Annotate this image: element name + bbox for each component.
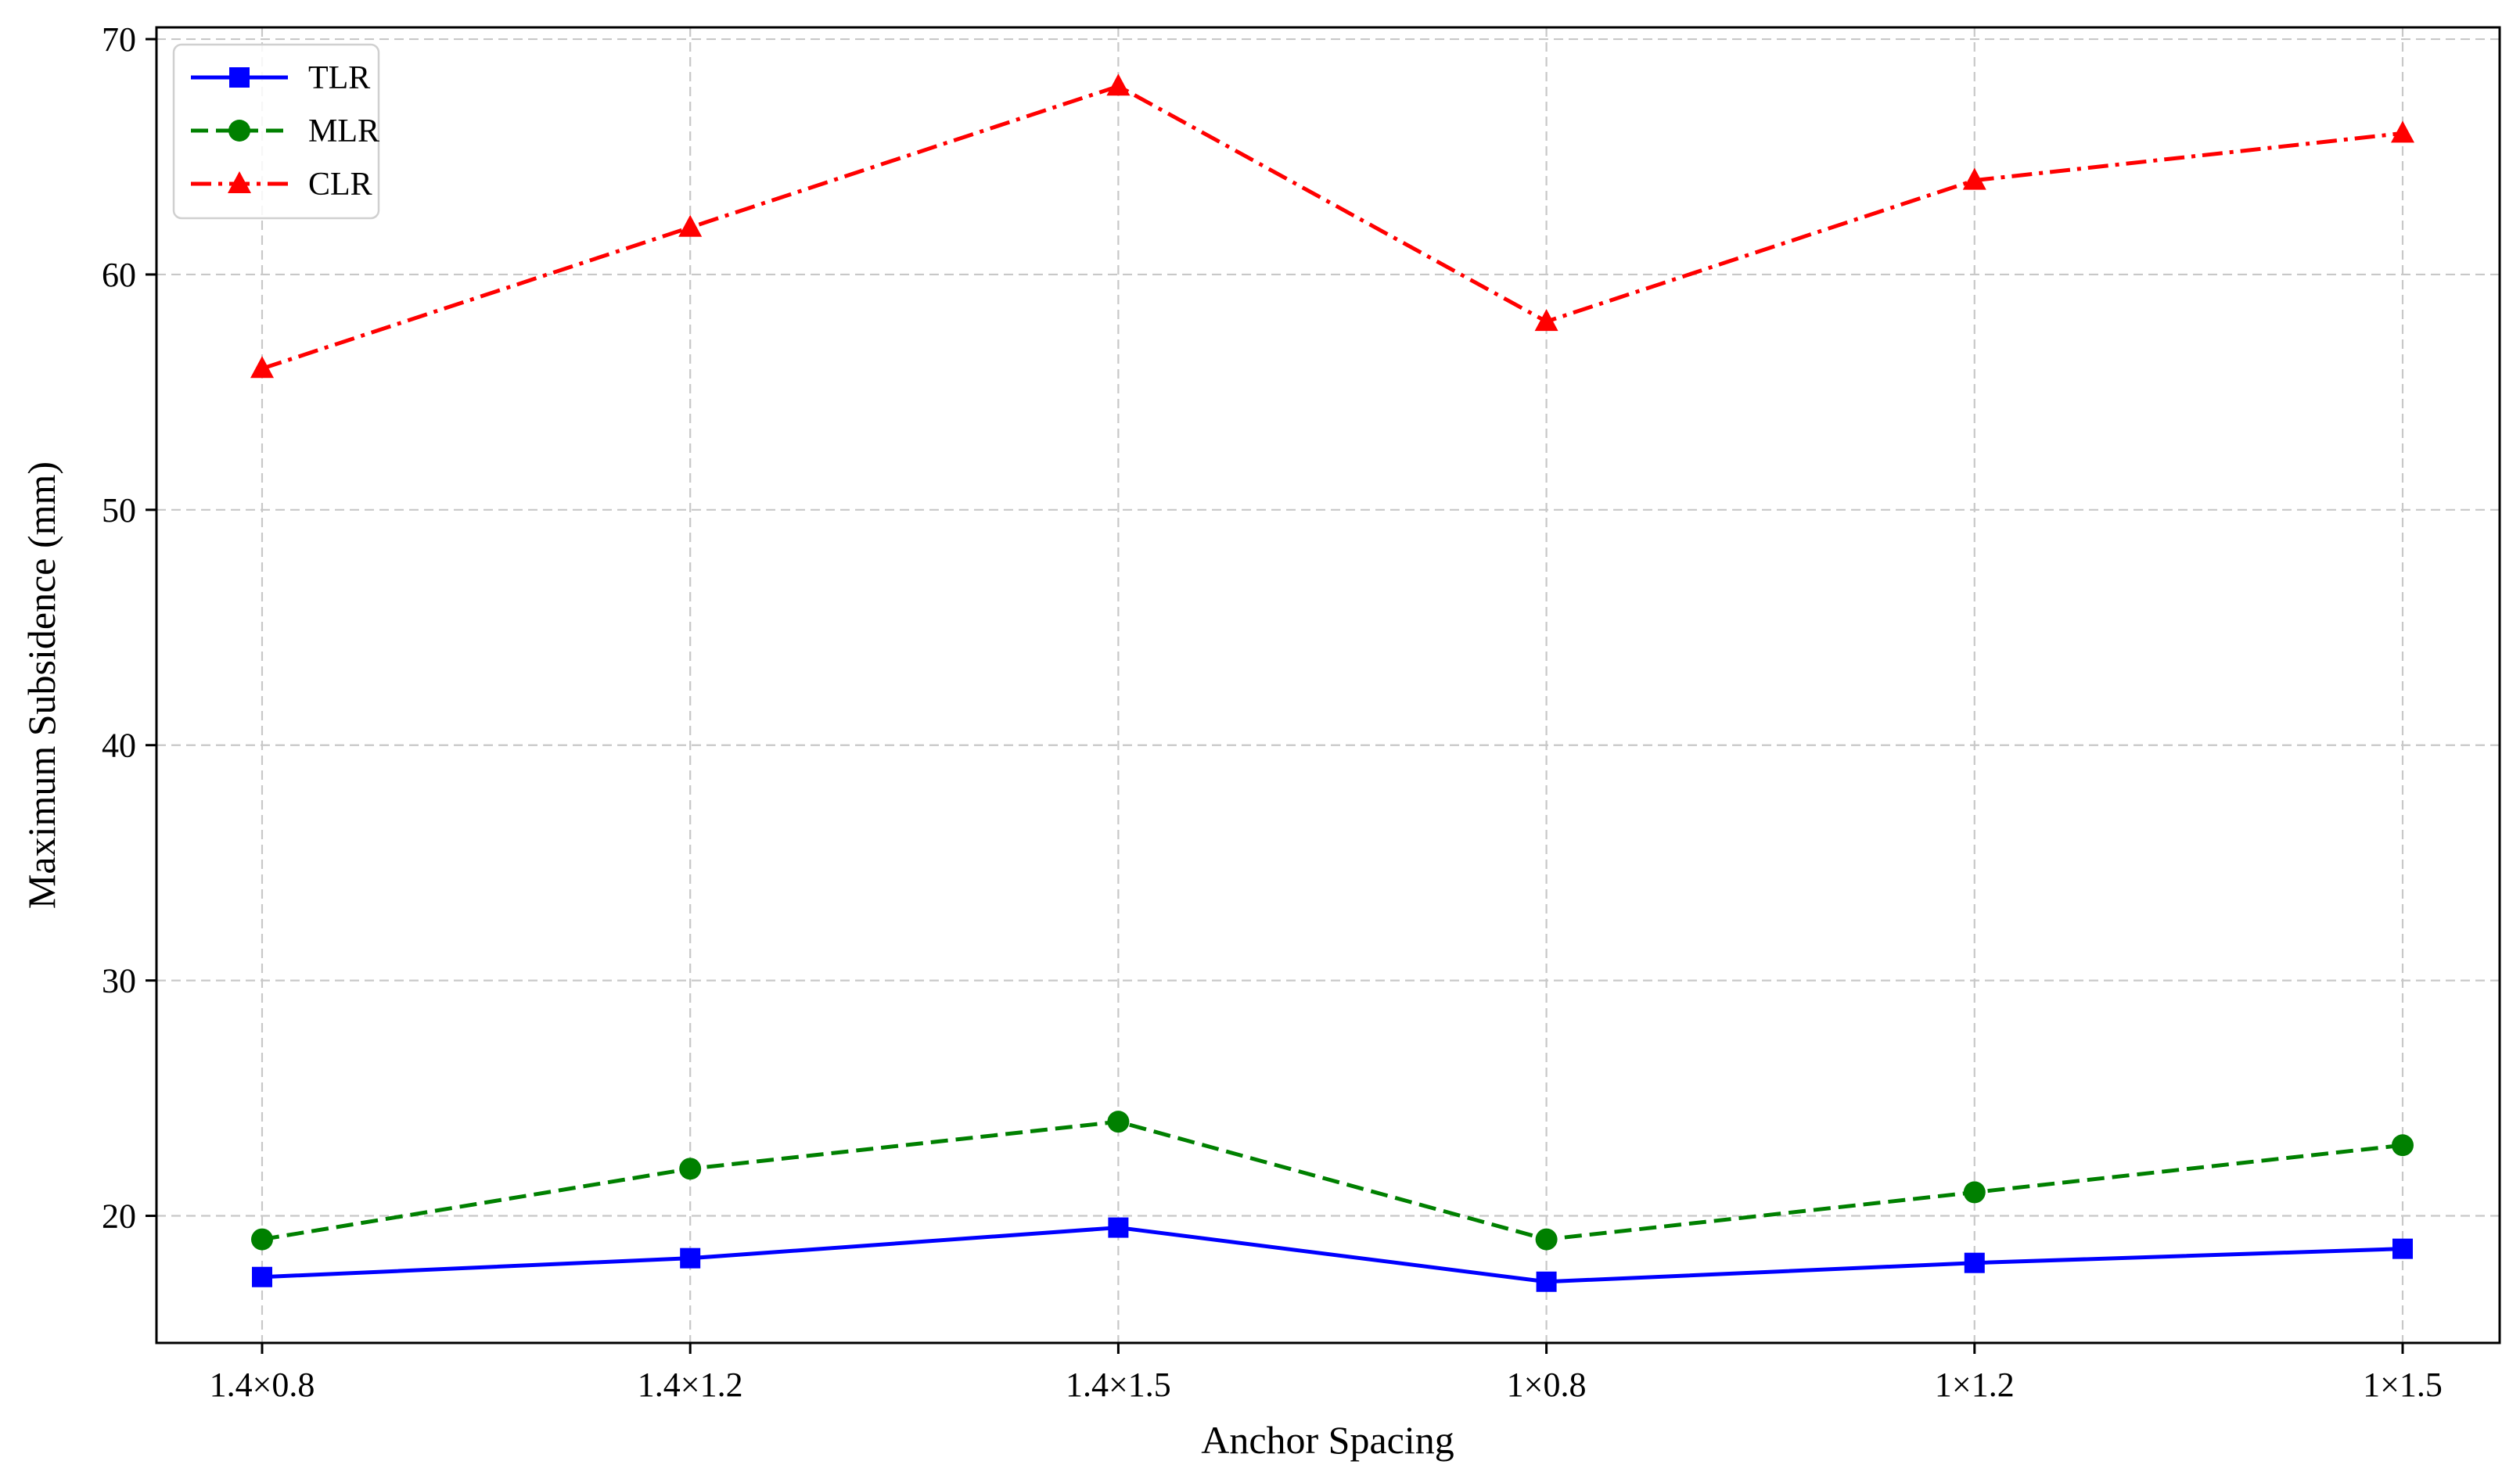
data-point-clr-5 — [1962, 167, 1986, 190]
data-point-clr-6 — [2391, 120, 2414, 143]
data-point-mlr-2 — [679, 1158, 702, 1180]
series-mlr — [251, 1111, 2414, 1251]
legend-label-clr: CLR — [308, 167, 372, 203]
y-axis-title: Maximum Subsidence (mm) — [20, 461, 63, 909]
y-tick-label-20: 20 — [102, 1197, 136, 1236]
data-point-tlr-1 — [252, 1266, 272, 1287]
series-line-tlr — [261, 1226, 2403, 1284]
x-tick-label-5: 1×1.2 — [1935, 1366, 2015, 1404]
series-line-clr — [261, 84, 2403, 371]
y-tick-label-30: 30 — [102, 962, 136, 1000]
data-point-tlr-3 — [1108, 1217, 1129, 1238]
data-point-clr-1 — [250, 356, 274, 379]
data-point-clr-4 — [1534, 309, 1558, 332]
data-point-mlr-1 — [251, 1228, 273, 1251]
plot-area-frame — [155, 26, 2501, 1344]
data-point-clr-2 — [678, 214, 703, 237]
data-point-tlr-6 — [2392, 1238, 2413, 1259]
y-tick-label-40: 40 — [102, 727, 136, 765]
series-line-mlr — [261, 1119, 2403, 1242]
data-point-mlr-3 — [1107, 1111, 1130, 1133]
x-tick-label-4: 1×0.8 — [1507, 1366, 1587, 1404]
x-tick-label-2: 1.4×1.2 — [638, 1366, 743, 1404]
data-point-mlr-4 — [1535, 1228, 1558, 1251]
legend-marker-tlr — [229, 67, 250, 88]
y-tick-label-50: 50 — [102, 491, 136, 529]
tick-layer: 1.4×0.8 1.4×1.2 1.4×1.5 1×0.8 1×1.2 1×1.5 20 30… — [102, 20, 2443, 1404]
x-tick-label-3: 1.4×1.5 — [1066, 1366, 1171, 1404]
series-clr — [250, 74, 2414, 379]
series-layer — [250, 74, 2414, 1292]
x-tick-label-6: 1×1.5 — [2363, 1366, 2443, 1404]
data-point-tlr-4 — [1536, 1271, 1557, 1292]
series-tlr — [252, 1217, 2413, 1292]
legend-label-mlr: MLR — [308, 113, 379, 149]
legend-label-tlr: TLR — [308, 60, 370, 96]
data-point-tlr-2 — [680, 1247, 701, 1269]
y-tick-label-60: 60 — [102, 256, 136, 294]
data-point-mlr-6 — [2392, 1134, 2414, 1157]
grid-layer — [156, 27, 2500, 1343]
x-axis-title: Anchor Spacing — [1201, 1418, 1454, 1462]
legend-marker-clr — [228, 171, 251, 193]
y-tick-label-70: 70 — [102, 20, 136, 59]
data-point-mlr-5 — [1963, 1181, 1986, 1204]
data-point-tlr-5 — [1964, 1252, 1985, 1273]
legend: TLR MLR CLR — [172, 43, 380, 220]
x-tick-label-1: 1.4×0.8 — [210, 1366, 315, 1404]
data-point-clr-3 — [1106, 74, 1131, 96]
legend-marker-mlr — [228, 120, 250, 142]
